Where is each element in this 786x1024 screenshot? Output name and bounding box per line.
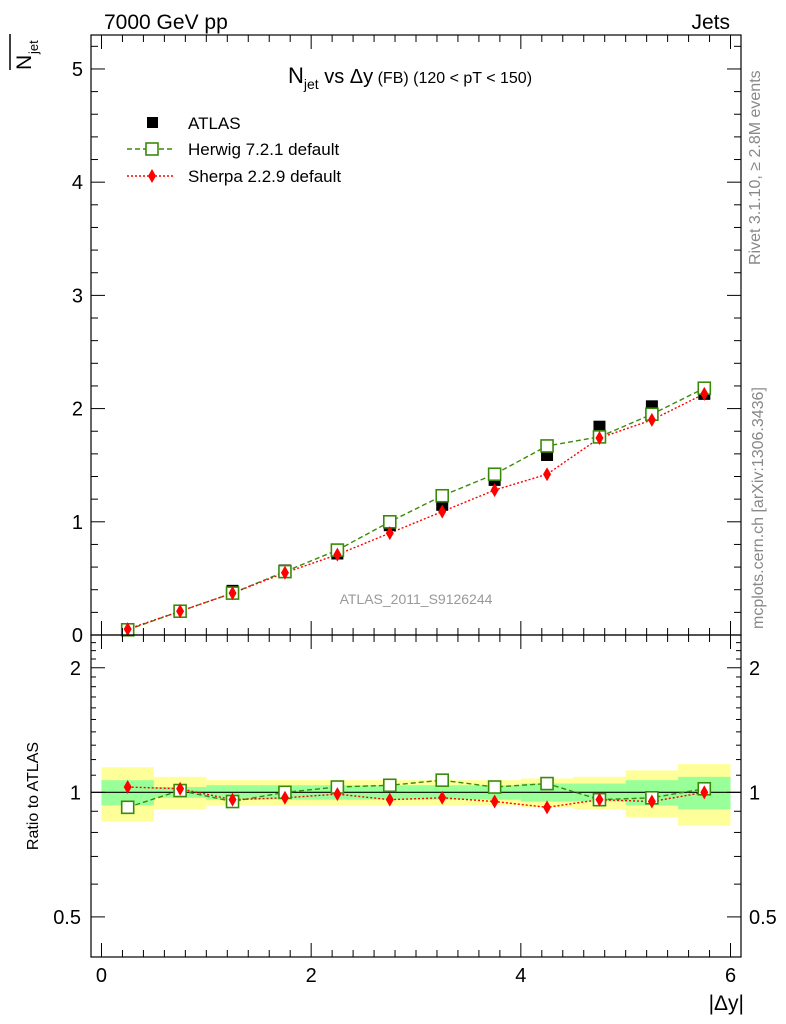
ratio-point-sherpa — [228, 792, 237, 807]
process-label: Jets — [691, 11, 730, 34]
ratio-point-sherpa — [647, 794, 656, 809]
x-axis-label: |Δy| — [709, 992, 744, 1015]
plot-title: Njet vs Δy (FB) (120 < pT < 150) — [288, 63, 532, 92]
ratio-ylabel: Ratio to ATLAS — [25, 742, 42, 850]
main-point-sherpa — [333, 547, 342, 562]
ratio-ytick-label-right: 0.5 — [749, 907, 777, 929]
ratio-line-herwig — [127, 779, 705, 808]
ratio-ytick-label: 2 — [70, 658, 81, 680]
ratio-ytick-label-right: 1 — [749, 782, 760, 804]
main-point-sherpa — [280, 565, 289, 580]
main-ytick-label: 4 — [72, 172, 83, 194]
ratio-ytick-label: 0.5 — [53, 907, 81, 929]
title-fb: (FB) — [373, 70, 409, 87]
legend-marker-atlas — [147, 117, 158, 128]
ratio-point-sherpa — [543, 800, 552, 815]
ratio-ytick-label-right: 2 — [749, 658, 760, 680]
ratio-point-herwig — [540, 776, 554, 791]
main-point-sherpa — [438, 504, 447, 519]
title-sub: jet — [303, 76, 319, 92]
analysis-watermark: ATLAS_2011_S9126244 — [340, 591, 493, 607]
main-panel-marks — [120, 381, 712, 637]
ratio-point-sherpa — [123, 780, 132, 795]
main-point-sherpa — [123, 622, 132, 637]
main-point-atlas — [593, 420, 606, 433]
ratio-point-sherpa — [333, 787, 342, 802]
legend: ATLAS Herwig 7.2.1 default Sherpa 2.2.9 … — [127, 114, 341, 186]
xtick-label: 0 — [96, 965, 107, 987]
main-point-sherpa — [490, 483, 499, 498]
title-vs: vs — [319, 66, 350, 88]
main-point-sherpa — [595, 431, 604, 446]
main-ytick-label: 2 — [72, 399, 83, 421]
main-point-sherpa — [700, 386, 709, 401]
ratio-point-sherpa — [490, 794, 499, 809]
ratio-point-herwig — [435, 773, 450, 787]
main-line-herwig — [127, 387, 705, 631]
main-point-sherpa — [543, 467, 552, 482]
main-point-herwig — [487, 467, 502, 482]
legend-label-sherpa: Sherpa 2.2.9 default — [188, 167, 341, 186]
axes: 0 1 2 3 4 5 0 2 4 6 0.5 0.5 1 1 2 2 — [53, 34, 777, 987]
ratio-point-herwig — [382, 778, 397, 793]
main-ytick-label: 5 — [72, 59, 83, 81]
title-main: N — [288, 63, 304, 88]
legend-marker-sherpa — [148, 169, 156, 183]
main-ytick-label: 0 — [72, 625, 83, 647]
ratio-point-sherpa — [280, 790, 289, 805]
main-ylabel: N jet — [9, 34, 41, 70]
ratio-panel-marks — [120, 773, 712, 815]
xtick-label: 2 — [306, 965, 317, 987]
ratio-point-sherpa — [176, 781, 185, 796]
main-point-herwig — [540, 439, 554, 453]
main-ytick-label: 3 — [72, 285, 83, 307]
legend-label-atlas: ATLAS — [188, 114, 241, 133]
ratio-point-sherpa — [700, 785, 709, 800]
main-line-sherpa — [127, 393, 705, 630]
main-point-herwig — [435, 488, 450, 503]
main-point-sherpa — [385, 526, 394, 541]
ratio-line-sherpa — [127, 786, 705, 809]
ratio-point-sherpa — [438, 790, 447, 805]
main-point-sherpa — [228, 586, 237, 601]
ratio-uncertainty-bands — [91, 764, 741, 826]
side-label-rivet: Rivet 3.1.10, ≥ 2.8M events — [747, 70, 764, 265]
title-range: (120 < pT < 150) — [409, 70, 532, 87]
side-label-mcplots: mcplots.cern.ch [arXiv:1306.3436] — [750, 387, 767, 629]
ratio-point-herwig — [120, 800, 135, 815]
ratio-ytick-label: 1 — [70, 782, 81, 804]
main-ytick-label: 1 — [72, 512, 83, 534]
main-point-sherpa — [647, 412, 656, 427]
ratio-point-sherpa — [595, 792, 604, 807]
legend-label-herwig: Herwig 7.2.1 default — [188, 140, 339, 159]
main-point-sherpa — [176, 604, 185, 619]
energy-label: 7000 GeV pp — [104, 11, 228, 34]
legend-marker-herwig — [145, 142, 159, 156]
xtick-label: 4 — [515, 965, 526, 987]
xtick-label: 6 — [725, 965, 736, 987]
ylabel-main: N — [13, 55, 36, 70]
main-point-herwig — [382, 514, 397, 529]
ratio-point-sherpa — [385, 792, 394, 807]
ratio-point-herwig — [487, 780, 502, 794]
title-delta: Δy — [350, 66, 373, 88]
ylabel-sub: jet — [26, 40, 41, 55]
